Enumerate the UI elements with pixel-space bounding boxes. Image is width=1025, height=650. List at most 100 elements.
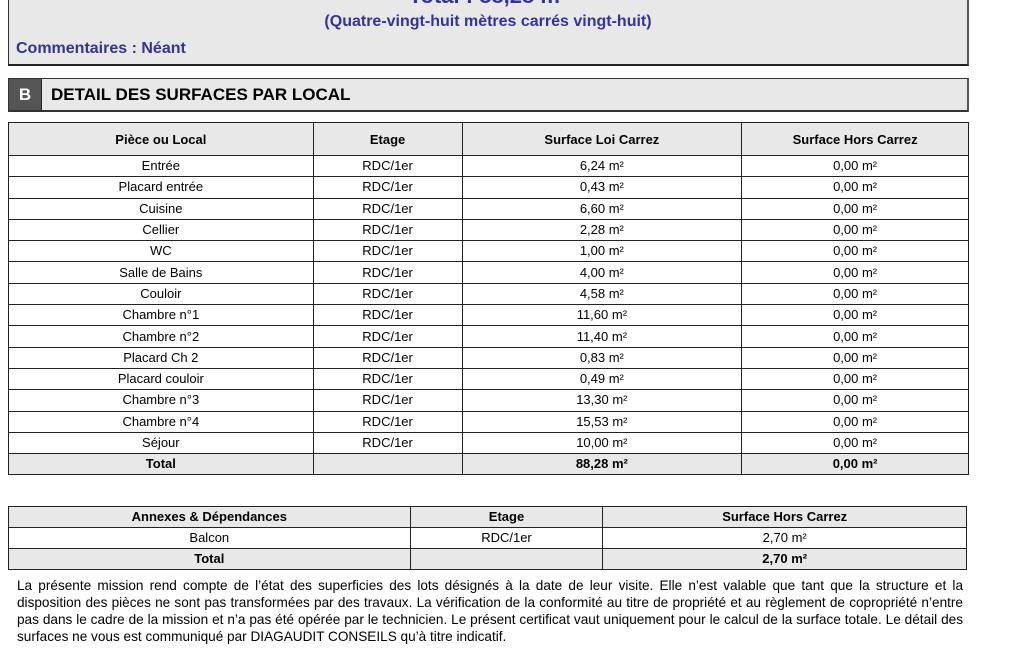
table-cell: 0,00 m² (741, 431, 969, 455)
table-cell: RDC/1er (312, 154, 463, 178)
table-cell: RDC/1er (312, 346, 463, 369)
table-cell: 10,00 m² (461, 431, 743, 455)
table-cell: 11,40 m² (461, 325, 743, 348)
table-cell: 2,28 m² (461, 218, 743, 242)
table-cell: RDC/1er (312, 197, 463, 220)
table-cell: Chambre n°2 (8, 325, 314, 348)
table-cell: 0,00 m² (741, 240, 969, 263)
total-row: Total 88,28 m² 0,00 m² (8, 453, 969, 476)
table-row: Couloir RDC/1er 4,58 m² 0,00 m² (8, 282, 969, 306)
table-cell: 6,60 m² (461, 197, 743, 220)
table-row: Placard couloir RDC/1er 0,49 m² 0,00 m² (8, 367, 969, 391)
section-header: B DETAIL DES SURFACES PAR LOCAL (8, 78, 969, 112)
section-letter: B (9, 79, 42, 110)
table-cell: RDC/1er (312, 367, 463, 391)
comments: Commentaires : Néant (16, 40, 186, 57)
column-header: Etage (312, 122, 463, 156)
table-cell: RDC/1er (312, 240, 463, 263)
total-surface: Total : 88,28 m² (9, 0, 967, 9)
table-cell: RDC/1er (409, 527, 604, 549)
table-row: Chambre n°1 RDC/1er 11,60 m² 0,00 m² (8, 304, 969, 327)
table-cell: Cellier (8, 218, 314, 242)
table-cell: Chambre n°4 (8, 410, 314, 433)
table-row: Cellier RDC/1er 2,28 m² 0,00 m² (8, 218, 969, 242)
table-row: Cuisine RDC/1er 6,60 m² 0,00 m² (8, 197, 969, 220)
column-header: Surface Loi Carrez (461, 122, 743, 156)
table-row: Entrée RDC/1er 6,24 m² 0,00 m² (8, 154, 969, 178)
column-header: Surface Hors Carrez (741, 122, 969, 156)
table-cell: 0,00 m² (741, 325, 969, 348)
table-cell: Placard couloir (8, 367, 314, 391)
table-cell: Salle de Bains (8, 261, 314, 284)
table-cell: 0,49 m² (461, 367, 743, 391)
table-cell: 4,00 m² (461, 261, 743, 284)
table-cell: Placard entrée (8, 176, 314, 199)
table-cell: 0,00 m² (741, 218, 969, 242)
table-cell: 0,00 m² (741, 154, 969, 178)
disclaimer-text: La présente mission rend compte de l’éta… (17, 578, 963, 644)
table-row: Placard entrée RDC/1er 0,43 m² 0,00 m² (8, 176, 969, 199)
table-row: Séjour RDC/1er 10,00 m² 0,00 m² (8, 431, 969, 455)
table-cell: Balcon (8, 527, 411, 549)
table-cell: Chambre n°3 (8, 389, 314, 412)
table-row: Chambre n°2 RDC/1er 11,40 m² 0,00 m² (8, 325, 969, 348)
table-cell: Cuisine (8, 197, 314, 220)
table-cell: 4,58 m² (461, 282, 743, 306)
table-cell: 15,53 m² (461, 410, 743, 433)
table-cell: 0,00 m² (741, 389, 969, 412)
table-row: Chambre n°4 RDC/1er 15,53 m² 0,00 m² (8, 410, 969, 433)
table-cell: RDC/1er (312, 410, 463, 433)
total-surface-words: (Quatre-vingt-huit mètres carrés vingt-h… (324, 13, 652, 30)
table-cell: 0,00 m² (741, 410, 969, 433)
summary-box: Total : 88,28 m² (Quatre-vingt-huit mètr… (8, 0, 969, 66)
total-cell (409, 548, 604, 570)
table-cell: 0,00 m² (741, 346, 969, 369)
rooms-table: Pièce ou Local Etage Surface Loi Carrez Sur… (8, 122, 969, 476)
table-cell: RDC/1er (312, 261, 463, 284)
total-cell: 0,00 m² (741, 453, 969, 476)
table-row: Balcon RDC/1er 2,70 m² (8, 527, 967, 549)
table-cell: Séjour (8, 431, 314, 455)
column-header: Surface Hors Carrez (602, 506, 967, 528)
table-row: Placard Ch 2 RDC/1er 0,83 m² 0,00 m² (8, 346, 969, 369)
table-row: WC RDC/1er 1,00 m² 0,00 m² (8, 240, 969, 263)
table-cell: 0,43 m² (461, 176, 743, 199)
table-cell: RDC/1er (312, 325, 463, 348)
section-title: DETAIL DES SURFACES PAR LOCAL (51, 84, 351, 104)
table-cell: 1,00 m² (461, 240, 743, 263)
table-row: Salle de Bains RDC/1er 4,00 m² 0,00 m² (8, 261, 969, 284)
table-cell: 13,30 m² (461, 389, 743, 412)
table-cell: 0,00 m² (741, 261, 969, 284)
column-header: Annexes & Dépendances (8, 506, 411, 528)
table-cell: 0,00 m² (741, 197, 969, 220)
table-cell: 0,00 m² (741, 176, 969, 199)
table-cell: Chambre n°1 (8, 304, 314, 327)
table-cell: RDC/1er (312, 282, 463, 306)
table-cell: 0,00 m² (741, 304, 969, 327)
total-cell: Total (8, 548, 411, 570)
table-cell: 6,24 m² (461, 154, 743, 178)
table-cell: RDC/1er (312, 218, 463, 242)
column-header: Pièce ou Local (8, 122, 314, 156)
table-cell: Placard Ch 2 (8, 346, 314, 369)
total-cell: 88,28 m² (461, 453, 743, 476)
table-cell: 0,00 m² (741, 367, 969, 391)
table-cell: Couloir (8, 282, 314, 306)
table-row: Chambre n°3 RDC/1er 13,30 m² 0,00 m² (8, 389, 969, 412)
table-cell: Entrée (8, 154, 314, 178)
total-cell: 2,70 m² (602, 548, 967, 570)
table-cell: RDC/1er (312, 176, 463, 199)
total-cell (312, 453, 463, 476)
table-cell: RDC/1er (312, 431, 463, 455)
table-cell: 2,70 m² (602, 527, 967, 549)
table-cell: RDC/1er (312, 389, 463, 412)
annex-table: Annexes & Dépendances Etage Surface Hors C… (8, 506, 967, 570)
table-cell: 0,00 m² (741, 282, 969, 306)
total-cell: Total (8, 453, 314, 476)
table-cell: 0,83 m² (461, 346, 743, 369)
total-row: Total 2,70 m² (8, 548, 967, 570)
column-header: Etage (409, 506, 604, 528)
table-cell: RDC/1er (312, 304, 463, 327)
table-cell: WC (8, 240, 314, 263)
table-cell: 11,60 m² (461, 304, 743, 327)
